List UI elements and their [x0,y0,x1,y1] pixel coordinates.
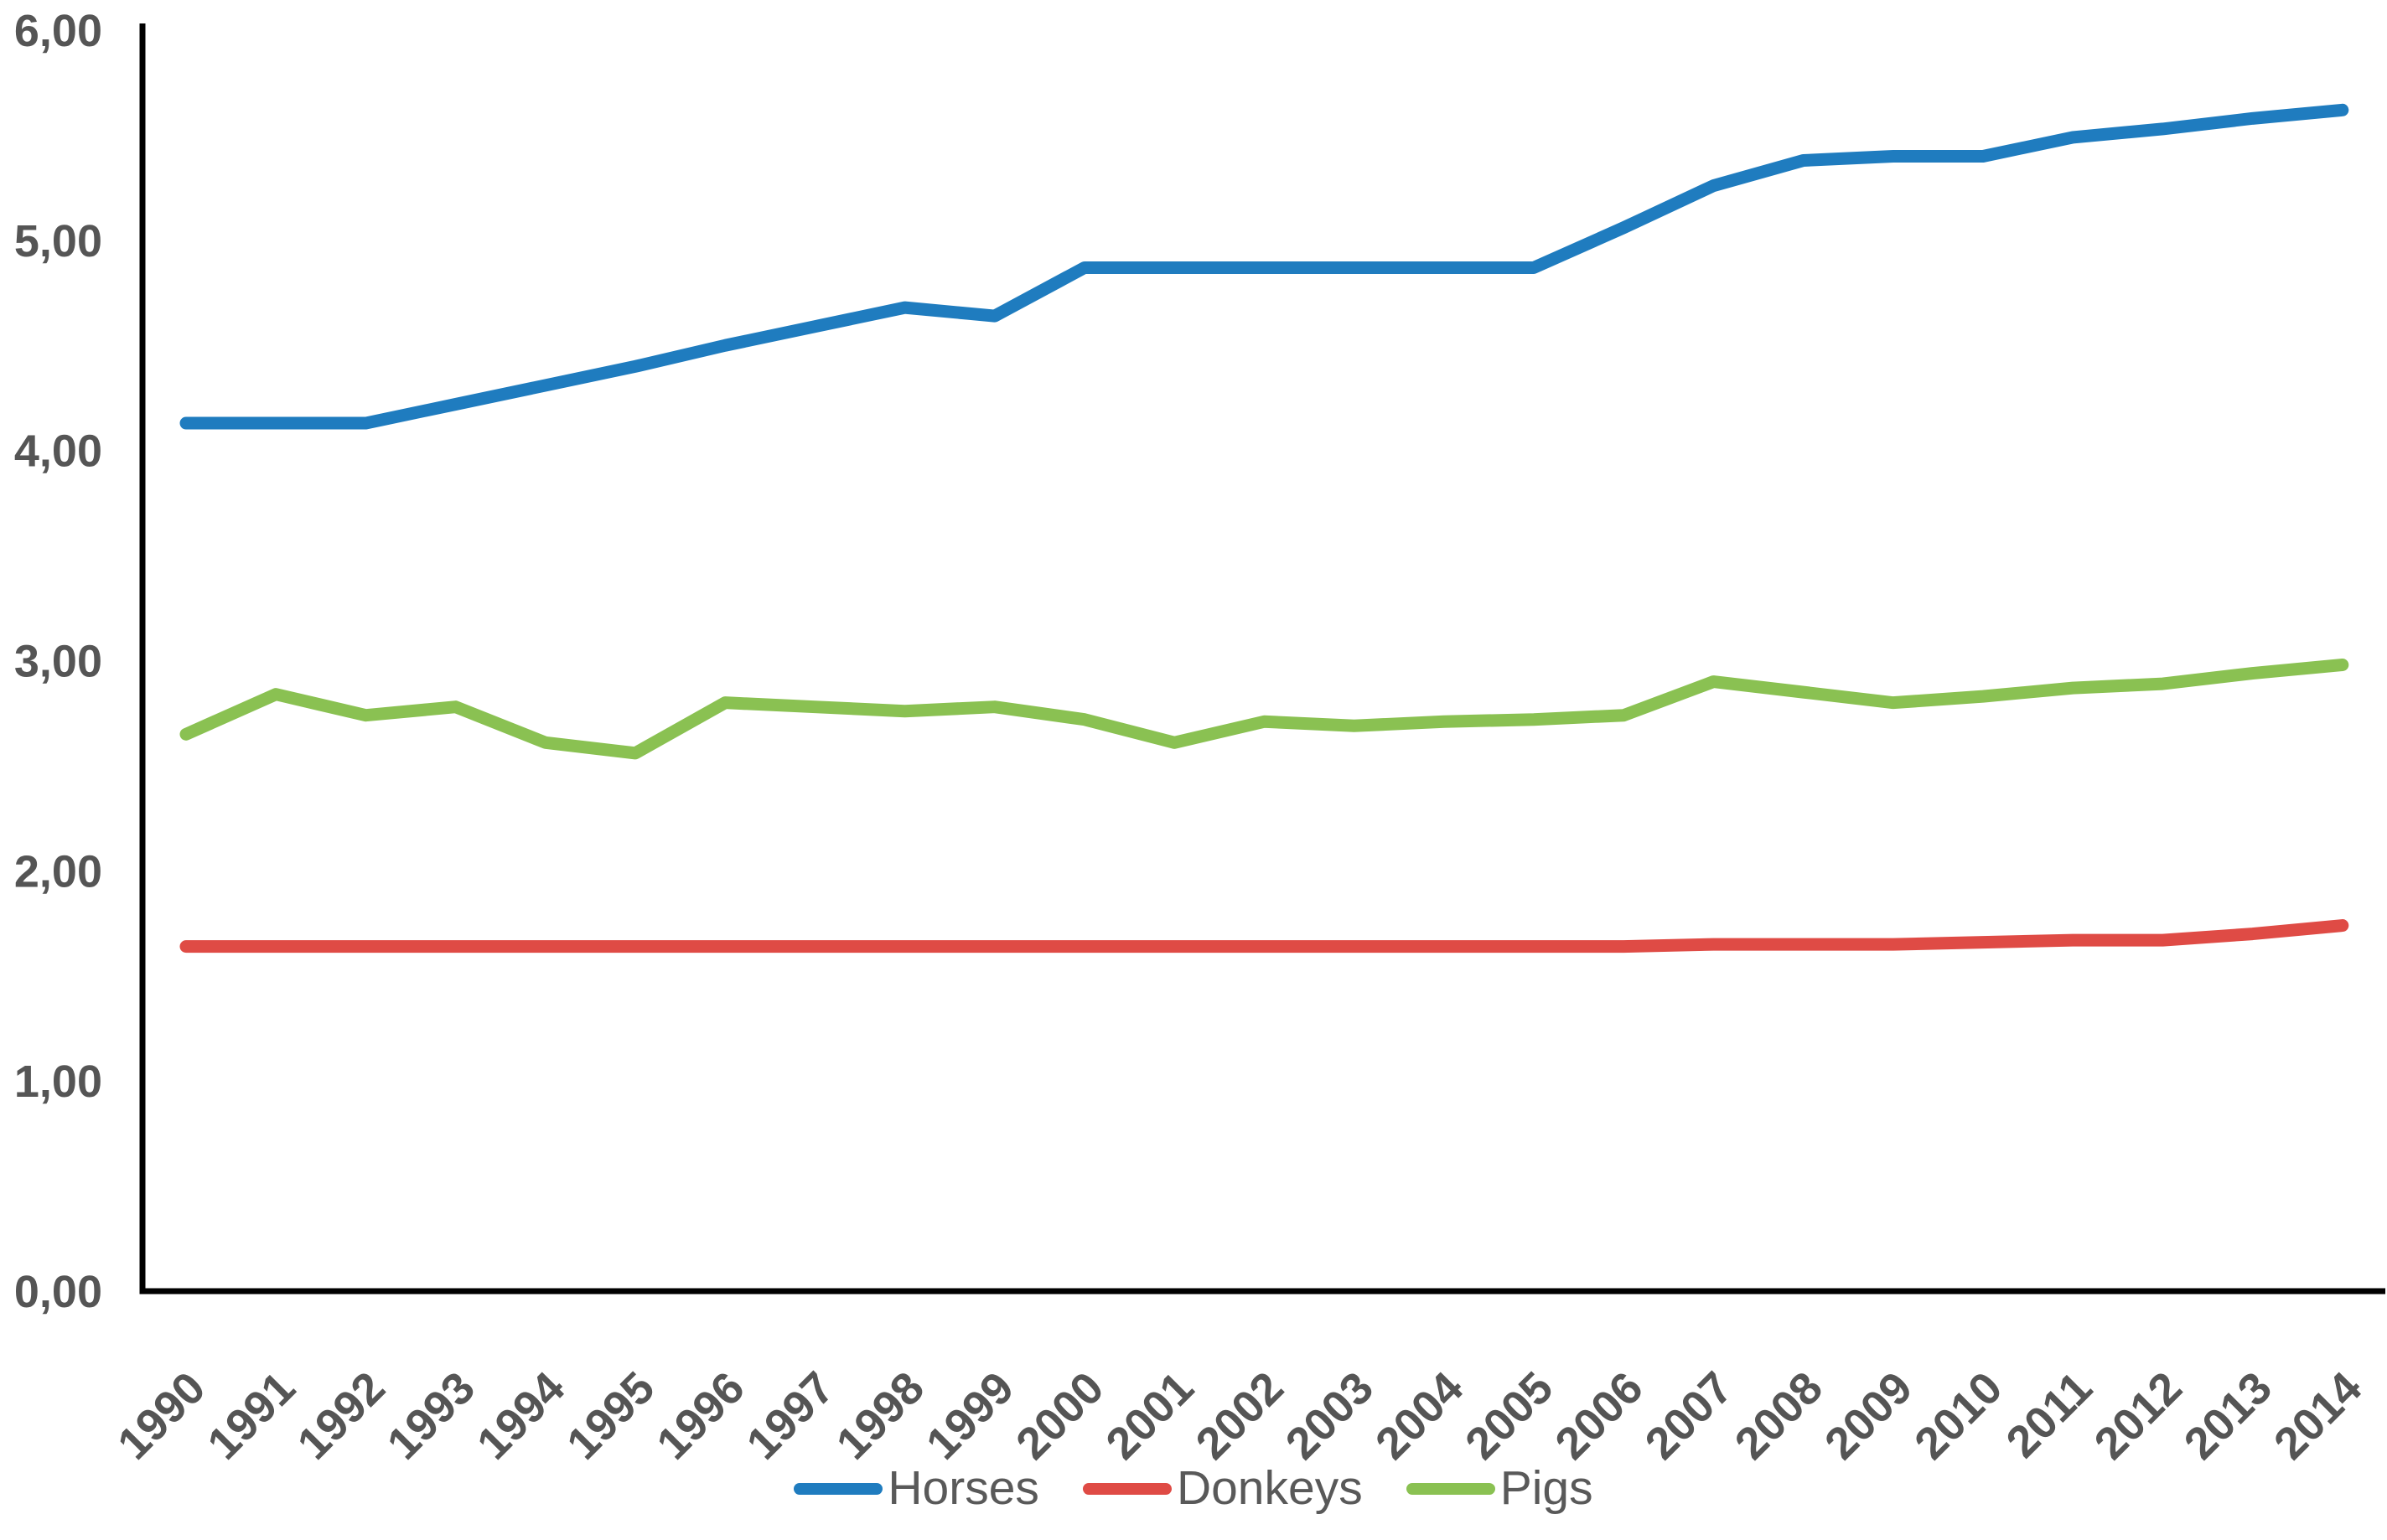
legend-item-horses: Horses [794,1465,1039,1512]
x-tick-label: 2002 [1187,1362,1293,1469]
x-tick-label: 2007 [1636,1362,1742,1469]
x-tick-label: 1996 [647,1362,753,1469]
x-tick-label: 1998 [827,1362,934,1469]
x-tick-label: 2009 [1815,1362,1922,1469]
x-tick-label: 1991 [198,1362,304,1469]
series-line-pigs [179,659,2349,760]
legend-item-donkeys: Donkeys [1082,1461,1363,1515]
x-tick-label: 2000 [1007,1362,1113,1469]
legend: Horses Donkeys Pigs [0,1465,2387,1512]
x-tick-label: 2010 [1905,1362,2012,1469]
legend-label-pigs: Pigs [1499,1461,1593,1515]
y-tick-label: 5,00 [14,216,102,266]
series-line-horses [179,103,2349,430]
x-tick-label: 2003 [1276,1362,1383,1469]
x-tick-label: 1990 [108,1362,215,1469]
x-tick-label: 2008 [1726,1362,1832,1469]
legend-label-donkeys: Donkeys [1176,1461,1363,1515]
x-tick-label: 2006 [1546,1362,1652,1469]
legend-swatch-pigs [1406,1482,1495,1495]
x-tick-label: 2012 [2085,1362,2192,1469]
x-tick-label: 1992 [288,1362,395,1469]
x-tick-label: 2014 [2265,1362,2371,1469]
x-tick-label: 1999 [917,1362,1023,1469]
y-tick-label: 3,00 [14,637,102,687]
y-tick-label: 0,00 [14,1267,102,1317]
legend-label-horses: Horses [888,1461,1039,1515]
x-tick-label: 1994 [468,1362,574,1469]
x-tick-label: 2004 [1366,1362,1473,1469]
x-tick-label: 1995 [557,1362,664,1469]
legend-swatch-horses [794,1482,883,1495]
x-tick-label: 1993 [378,1362,484,1469]
series-line-donkeys [179,919,2349,953]
x-tick-label: 2013 [2175,1362,2281,1469]
x-tick-label: 1997 [738,1362,844,1469]
y-tick-label: 1,00 [14,1057,102,1107]
y-tick-label: 4,00 [14,426,102,477]
y-tick-label: 2,00 [14,846,102,897]
legend-item-pigs: Pigs [1406,1465,1593,1512]
x-tick-label: 2001 [1096,1362,1203,1469]
x-tick-label: 2005 [1456,1362,1562,1469]
y-tick-label: 6,00 [14,6,102,56]
legend-swatch-donkeys [1082,1482,1172,1495]
x-tick-label: 2011 [1996,1362,2101,1467]
